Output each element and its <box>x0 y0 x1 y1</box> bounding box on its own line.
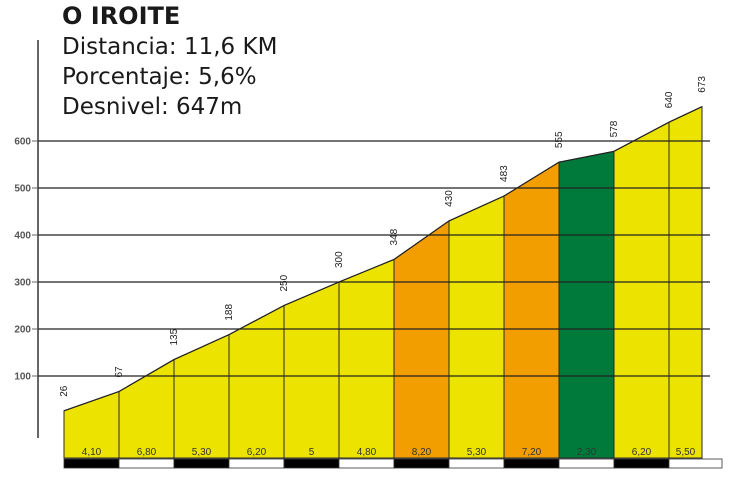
elevation-label: 483 <box>499 165 510 182</box>
distance-stat: Distancia: 11,6 KM <box>62 34 278 60</box>
profile-segment: 6,80 <box>118 358 175 459</box>
profile-segment: 5,30 <box>173 333 230 459</box>
km-bar-segment <box>393 458 450 469</box>
km-bar-segment <box>503 458 560 469</box>
elevation-label: 67 <box>114 366 125 378</box>
km-bar-segment <box>118 458 175 469</box>
climb-title: O IROITE <box>62 2 181 30</box>
km-bar-segment <box>668 458 723 469</box>
km-bar-segment <box>448 458 505 469</box>
segment-gradient-label: 7,20 <box>522 447 542 458</box>
elevation-label: 135 <box>169 328 180 345</box>
km-bar-segment <box>228 458 285 469</box>
km-bar-segment <box>283 458 340 469</box>
km-bar-segment <box>173 458 230 469</box>
km-bar-segment <box>338 458 395 469</box>
y-tick-label: 200 <box>14 325 31 336</box>
y-tick-label: 400 <box>14 231 31 242</box>
elevation-label: 26 <box>59 385 70 397</box>
elevation-label: 348 <box>389 228 400 245</box>
segment-gradient-label: 5 <box>309 447 315 458</box>
profile-segment: 7,20 <box>503 161 560 459</box>
profile-header: O IROITE Distancia: 11,6 KM Porcentaje: … <box>62 0 277 122</box>
segment-gradient-label: 5,30 <box>467 447 487 458</box>
elevation-label: 555 <box>554 131 565 148</box>
km-bar-segment <box>613 458 670 469</box>
segment-gradient-label: 6,20 <box>247 447 267 458</box>
segment-gradient-label: 2,30 <box>577 447 597 458</box>
km-bar-segment <box>558 458 615 469</box>
segment-gradient-label: 4,10 <box>82 447 102 458</box>
y-tick-label: 500 <box>14 184 31 195</box>
segment-gradient-label: 8,20 <box>412 447 432 458</box>
segment-gradient-label: 6,20 <box>632 447 652 458</box>
y-tick-label: 300 <box>14 278 31 289</box>
profile-segment: 5 <box>283 281 340 459</box>
elevation-label: 300 <box>334 251 345 268</box>
elevation-label: 430 <box>444 190 455 207</box>
segment-gradient-label: 4,80 <box>357 447 377 458</box>
km-bar-segment <box>63 458 120 469</box>
elevation-label: 640 <box>664 91 675 108</box>
elevation-label: 250 <box>279 274 290 291</box>
percentage-stat: Porcentaje: 5,6% <box>62 64 257 90</box>
profile-segment: 2,30 <box>558 150 615 459</box>
elevation-label: 578 <box>609 120 620 137</box>
segment-gradient-label: 5,30 <box>192 447 212 458</box>
profile-line <box>63 106 703 412</box>
profile-segment: 8,20 <box>393 219 450 459</box>
elevation-gain-stat: Desnivel: 647m <box>62 94 243 120</box>
elevation-label: 673 <box>697 76 708 93</box>
segment-gradient-label: 6,80 <box>137 447 157 458</box>
y-tick-label: 100 <box>14 372 31 383</box>
profile-segment: 6,20 <box>228 304 285 459</box>
profile-segment: 4,80 <box>338 258 395 459</box>
y-tick-label: 600 <box>14 137 31 148</box>
profile-segment: 6,20 <box>613 121 670 459</box>
elevation-label: 188 <box>224 304 235 321</box>
segment-gradient-label: 5,50 <box>676 447 696 458</box>
